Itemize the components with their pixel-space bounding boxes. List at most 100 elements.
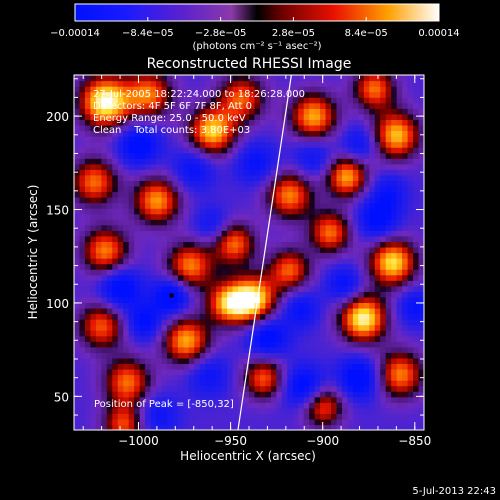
heatmap-cell bbox=[232, 119, 239, 126]
heatmap-cell bbox=[369, 163, 376, 170]
heatmap-cell bbox=[402, 407, 409, 414]
heatmap-cell bbox=[243, 213, 250, 220]
heatmap-cell bbox=[320, 130, 327, 137]
heatmap-cell bbox=[276, 75, 283, 82]
heatmap-cell bbox=[79, 230, 86, 237]
heatmap-cell bbox=[150, 235, 157, 243]
heatmap-cell bbox=[331, 368, 338, 376]
heatmap-cell bbox=[134, 141, 141, 148]
heatmap-cell bbox=[352, 213, 359, 220]
heatmap-cell bbox=[358, 80, 365, 87]
heatmap-cell bbox=[281, 396, 288, 403]
heatmap-cell bbox=[249, 124, 256, 132]
heatmap-cell bbox=[106, 197, 113, 204]
heatmap-cell bbox=[74, 269, 81, 276]
heatmap-cell bbox=[259, 357, 267, 365]
heatmap-cell bbox=[106, 102, 113, 109]
heatmap-cell bbox=[84, 224, 92, 231]
heatmap-cell bbox=[363, 246, 370, 254]
heatmap-cell bbox=[156, 413, 163, 420]
heatmap-cell bbox=[145, 197, 152, 204]
heatmap-cell bbox=[336, 113, 343, 120]
heatmap-cell bbox=[391, 380, 398, 387]
heatmap-cell bbox=[172, 108, 179, 115]
heatmap-cell bbox=[418, 86, 424, 93]
heatmap-cell bbox=[298, 274, 305, 281]
heatmap-cell bbox=[238, 252, 245, 259]
heatmap-cell bbox=[303, 213, 310, 220]
heatmap-cell bbox=[150, 108, 157, 115]
heatmap-cell bbox=[150, 75, 157, 82]
heatmap-cell bbox=[95, 235, 102, 243]
heatmap-cell bbox=[303, 291, 310, 298]
heatmap-cell bbox=[188, 263, 195, 270]
heatmap-cell bbox=[380, 324, 387, 331]
heatmap-cell bbox=[407, 385, 414, 392]
heatmap-cell bbox=[134, 241, 141, 248]
heatmap-cell bbox=[363, 341, 370, 348]
heatmap-cell bbox=[183, 86, 190, 93]
heatmap-cell bbox=[123, 269, 130, 276]
heatmap-cell bbox=[95, 91, 102, 98]
heatmap-cell bbox=[112, 263, 119, 270]
heatmap-cell bbox=[172, 174, 179, 181]
heatmap-cell bbox=[276, 291, 283, 298]
heatmap-cell bbox=[205, 191, 212, 198]
heatmap-cell bbox=[358, 341, 365, 348]
heatmap-cell bbox=[145, 291, 152, 298]
heatmap-cell bbox=[254, 346, 261, 353]
heatmap-cell bbox=[161, 274, 168, 281]
heatmap-cell bbox=[320, 269, 327, 276]
heatmap-cell bbox=[166, 197, 174, 204]
heatmap-cell bbox=[194, 330, 201, 337]
heatmap-cell bbox=[309, 269, 316, 276]
heatmap-cell bbox=[128, 202, 135, 209]
heatmap-cell bbox=[287, 130, 294, 137]
heatmap-cell bbox=[112, 191, 119, 198]
heatmap-cell bbox=[243, 385, 250, 392]
heatmap-cell bbox=[210, 235, 217, 243]
heatmap-cell bbox=[303, 230, 310, 237]
heatmap-cell bbox=[331, 119, 338, 126]
heatmap-cell bbox=[358, 241, 365, 248]
heatmap-cell bbox=[265, 258, 272, 265]
heatmap-cell bbox=[221, 97, 228, 104]
heatmap-cell bbox=[205, 147, 212, 154]
heatmap-cell bbox=[391, 130, 398, 137]
heatmap-cell bbox=[156, 191, 163, 198]
heatmap-cell bbox=[265, 346, 272, 353]
heatmap-cell bbox=[166, 341, 174, 348]
heatmap-cell bbox=[210, 357, 217, 365]
heatmap-cell bbox=[161, 185, 168, 193]
heatmap-cell bbox=[380, 363, 387, 370]
heatmap-cell bbox=[145, 141, 152, 148]
heatmap-cell bbox=[347, 235, 354, 243]
heatmap-cell bbox=[117, 219, 124, 226]
heatmap-cell bbox=[396, 252, 403, 259]
heatmap-cell bbox=[106, 147, 113, 154]
heatmap-cell bbox=[276, 319, 283, 326]
heatmap-cell bbox=[123, 147, 130, 154]
heatmap-cell bbox=[341, 258, 349, 265]
heatmap-cell bbox=[309, 319, 316, 326]
heatmap-cell bbox=[413, 402, 420, 409]
heatmap-cell bbox=[320, 258, 327, 265]
heatmap-cell bbox=[331, 185, 338, 193]
heatmap-cell bbox=[407, 280, 414, 287]
heatmap-cell bbox=[166, 86, 174, 93]
heatmap-cell bbox=[276, 174, 283, 181]
heatmap-cell bbox=[303, 252, 310, 259]
heatmap-cell bbox=[90, 407, 97, 414]
heatmap-cell bbox=[374, 407, 381, 414]
heatmap-cell bbox=[374, 302, 381, 309]
heatmap-cell bbox=[385, 197, 392, 204]
heatmap-cell bbox=[249, 136, 256, 143]
heatmap-cell bbox=[369, 158, 376, 165]
heatmap-cell bbox=[385, 346, 392, 353]
heatmap-cell bbox=[320, 319, 327, 326]
heatmap-cell bbox=[199, 385, 206, 392]
heatmap-cell bbox=[150, 302, 157, 309]
heatmap-cell bbox=[320, 158, 327, 165]
heatmap-cell bbox=[276, 136, 283, 143]
heatmap-cell bbox=[320, 224, 327, 231]
